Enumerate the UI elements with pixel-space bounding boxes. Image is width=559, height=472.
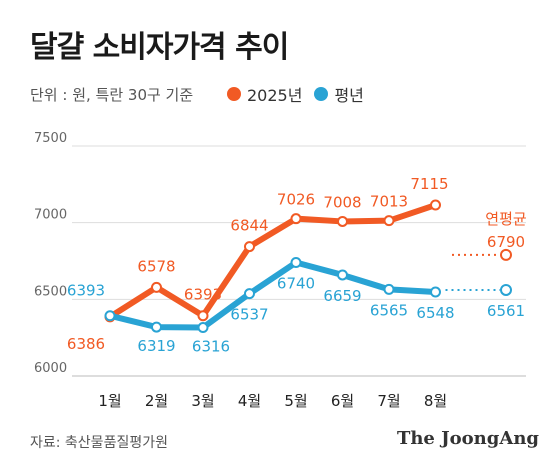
x-tick-label: 3월 (191, 392, 214, 410)
annual-average-value-avg: 6561 (487, 302, 525, 320)
data-label: 6578 (137, 257, 175, 275)
y-tick-label: 6000 (34, 361, 67, 376)
data-point (290, 257, 302, 269)
data-point (383, 283, 395, 295)
data-point (151, 321, 162, 333)
brand-logo: The JoongAng (396, 428, 539, 449)
data-point (197, 310, 209, 322)
data-point (337, 215, 348, 227)
chart-subtitle: 단위 : 원, 특란 30구 기준 (30, 86, 194, 104)
source-note: 자료: 축산물품질평가원 (30, 435, 168, 451)
y-tick-label: 7500 (34, 131, 67, 146)
data-point (104, 310, 116, 322)
average-marker-2025 (500, 248, 512, 261)
data-label: 6393 (67, 282, 105, 300)
data-label: 7013 (370, 193, 408, 211)
data-label: 6659 (323, 287, 361, 305)
data-point (244, 288, 255, 300)
legend-item-2025: 2025년 (227, 82, 302, 106)
legend-label-avg: 평년 (334, 86, 364, 105)
data-point (383, 215, 395, 227)
legend: 2025년 평년 (227, 82, 364, 106)
data-label: 6319 (137, 337, 175, 355)
data-point (430, 199, 441, 211)
data-label: 6548 (416, 304, 454, 322)
x-tick-label: 4월 (238, 392, 261, 410)
legend-item-avg: 평년 (314, 82, 364, 106)
data-label: 6844 (230, 217, 268, 235)
legend-swatch-2025 (227, 87, 241, 101)
y-tick-label: 6500 (34, 284, 67, 299)
x-tick-label: 8월 (424, 392, 447, 410)
x-tick-label: 2월 (145, 392, 168, 410)
data-label: 6740 (277, 275, 315, 293)
annual-average-label: 연평균 (485, 210, 527, 228)
data-point (151, 281, 162, 293)
data-label: 6386 (67, 335, 105, 353)
data-label: 7008 (323, 193, 361, 211)
x-tick-label: 7월 (377, 392, 400, 410)
data-point (290, 213, 302, 225)
x-tick-label: 1월 (98, 392, 121, 410)
data-point (197, 322, 209, 334)
legend-swatch-avg (314, 87, 329, 101)
data-point (430, 286, 441, 298)
data-point (244, 241, 255, 253)
data-label: 7026 (277, 191, 315, 209)
x-tick-label: 6월 (331, 392, 354, 410)
data-label: 6316 (192, 338, 230, 356)
series-line-avg (107, 259, 439, 331)
data-label: 7115 (410, 175, 448, 193)
data-label: 6393 (184, 286, 222, 304)
average-marker-avg (500, 283, 512, 296)
chart-title: 달걀 소비자가격 추이 (30, 30, 289, 65)
y-tick-label: 7000 (34, 208, 67, 223)
annual-average-value-2025: 6790 (487, 233, 525, 251)
data-label: 6565 (370, 301, 408, 319)
series-line-2025 (107, 202, 439, 320)
legend-label-2025: 2025년 (247, 86, 303, 105)
data-point (337, 269, 348, 281)
data-label: 6537 (230, 306, 268, 324)
x-tick-label: 5월 (284, 392, 307, 410)
